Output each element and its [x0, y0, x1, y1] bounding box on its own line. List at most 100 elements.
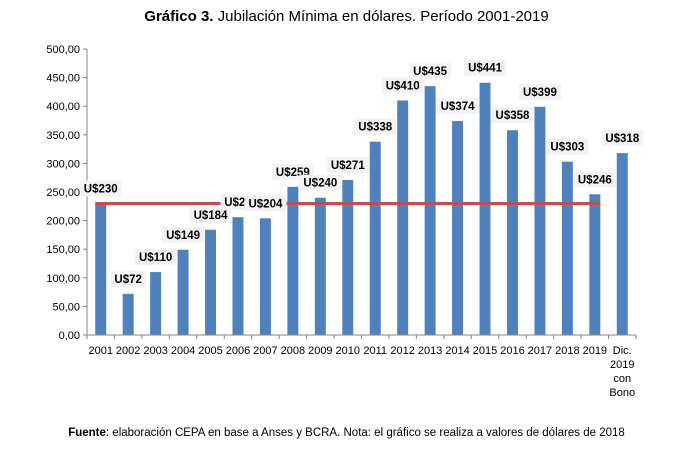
x-tick-label: 2014 [445, 345, 469, 357]
data-label-text: U$399 [523, 87, 557, 99]
x-tick-label: 2016 [500, 345, 524, 357]
bar [369, 141, 381, 335]
data-label-text: U$435 [413, 66, 447, 78]
data-label-bg [110, 270, 146, 287]
data-label-bg [464, 59, 507, 76]
data-label-text: U$246 [578, 174, 612, 186]
bar [205, 229, 217, 335]
bar [95, 203, 107, 335]
data-label: U$303 [546, 138, 589, 155]
data-label-text: U$230 [84, 183, 118, 195]
bar [452, 121, 464, 336]
x-tick-label: 2003 [143, 345, 167, 357]
data-label: U$72 [110, 270, 146, 287]
bar [150, 272, 162, 335]
data-label: U$441 [464, 59, 507, 76]
data-labels: U$230U$72U$110U$149U$184U$20U$204U$259U$… [79, 59, 644, 287]
data-label-bg [79, 180, 122, 197]
x-tick-label: 2002 [116, 345, 140, 357]
x-tick-label: 2018 [555, 345, 579, 357]
data-label: U$358 [491, 107, 534, 124]
y-tick-label: 0,00 [59, 330, 80, 342]
x-tick-label: 2012 [390, 345, 414, 357]
data-label-text: U$318 [605, 133, 639, 145]
source-note: Fuente: elaboración CEPA en base a Anses… [68, 427, 625, 439]
bar [397, 100, 409, 335]
data-label: U$240 [299, 174, 342, 191]
y-tick-label: 450,00 [46, 73, 80, 85]
data-label-bg [518, 83, 561, 100]
x-tick-label: 2011 [363, 345, 387, 357]
data-label-text: U$410 [386, 80, 420, 92]
y-axis: 0,00 50,00 100,00 150,00 200,00 250,00 300,00 3… [46, 44, 88, 342]
data-label-text: U$72 [114, 274, 142, 286]
data-label-text: U$204 [248, 198, 282, 210]
data-label-text: U$240 [303, 178, 337, 190]
data-label: U$271 [326, 156, 369, 173]
data-label-text: U$374 [441, 101, 475, 113]
y-tick-label: 300,00 [46, 158, 80, 170]
data-label-text: U$358 [496, 110, 530, 122]
data-label: U$184 [189, 206, 232, 223]
bar [314, 197, 326, 335]
y-tick-label: 400,00 [46, 101, 80, 113]
data-label-bg [381, 77, 424, 94]
y-tick-label: 100,00 [46, 273, 80, 285]
data-label: U$230 [79, 180, 122, 197]
data-label: U$318 [601, 130, 644, 147]
y-tick-label: 50,00 [52, 301, 80, 313]
data-label-bg [189, 206, 232, 223]
bar [342, 179, 354, 335]
bar [259, 218, 271, 335]
bar [232, 217, 244, 335]
x-tick-label: 2004 [171, 345, 195, 357]
bar [424, 86, 436, 336]
x-tick-label: 2006 [226, 345, 250, 357]
data-label: U$149 [162, 226, 205, 243]
data-label-bg [491, 107, 534, 124]
data-label-text: U$184 [194, 210, 228, 222]
data-label-bg [601, 130, 644, 147]
data-label-bg [354, 118, 397, 135]
data-label: U$435 [409, 63, 452, 80]
bar [177, 249, 189, 335]
data-label-text: U$271 [331, 160, 365, 172]
data-label-bg [573, 171, 616, 188]
data-label: U$374 [436, 98, 479, 115]
bar [506, 130, 518, 335]
bar [534, 106, 546, 335]
data-label-text: U$441 [468, 63, 502, 75]
data-label-text: U$303 [550, 142, 584, 154]
bar [561, 161, 573, 335]
data-label: U$110 [134, 249, 177, 266]
data-label: U$399 [518, 83, 561, 100]
x-axis: 2001 2002 2003 2004 2005 2006 2007 2008 2009 2010… [86, 334, 637, 399]
data-label-text: U$338 [358, 122, 392, 134]
x-tick-label: 2005 [198, 345, 222, 357]
y-tick-label: 200,00 [46, 216, 80, 228]
data-label-bg [162, 226, 205, 243]
x-tick-label: 2010 [336, 345, 360, 357]
y-tick-label: 150,00 [46, 244, 80, 256]
bar [479, 82, 491, 335]
data-label-text: U$149 [166, 230, 200, 242]
x-tick-label: 2015 [473, 345, 497, 357]
bar [616, 153, 628, 335]
y-tick-label: 250,00 [46, 187, 80, 199]
data-label-text: U$110 [139, 252, 172, 264]
data-label-bg [244, 195, 287, 212]
data-label: U$246 [573, 171, 616, 188]
x-tick-label: 2001 [88, 345, 112, 357]
x-tick-label: 2013 [418, 345, 442, 357]
data-label-bg [409, 63, 452, 80]
x-tick-label: 2019 [583, 345, 607, 357]
bars [95, 82, 628, 336]
x-tick-label: 2009 [308, 345, 332, 357]
data-label: U$338 [354, 118, 397, 135]
data-label-bg [326, 156, 369, 173]
data-label: U$204 [244, 195, 287, 212]
x-tick-label: Dic. 2019 con Bono [609, 345, 635, 399]
x-tick-label: 2017 [528, 345, 552, 357]
bar [589, 194, 601, 335]
data-label-bg [299, 174, 342, 191]
